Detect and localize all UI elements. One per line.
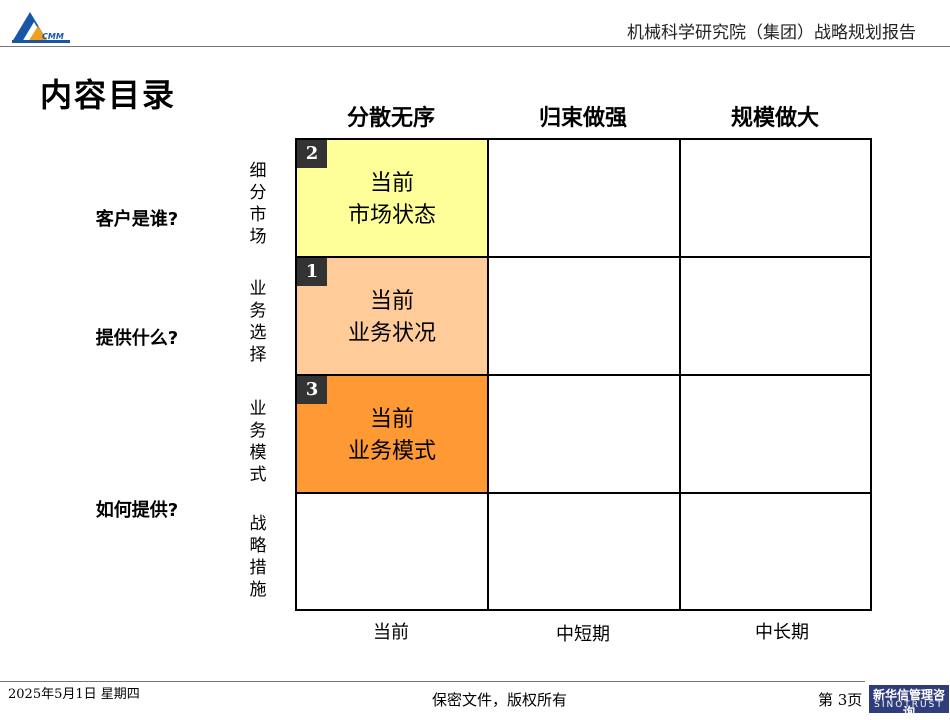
- company-logo: CMM: [12, 12, 70, 43]
- side-label-strategic-measures: 战略措施: [249, 514, 267, 600]
- row-question-how: 如何提供?: [95, 500, 179, 521]
- cell-business-long-term: [680, 257, 871, 375]
- footer-date: 2025年5月1日 星期四: [8, 687, 140, 702]
- side-label-business-model: 业务模式: [249, 399, 267, 485]
- cell-line2: 业务状况: [347, 321, 436, 346]
- brand-latin: SINOTRUST: [874, 700, 944, 710]
- row-question-what: 提供什么?: [95, 328, 179, 349]
- row-question-who: 客户是谁?: [95, 209, 179, 230]
- cell-measures-short-term: [488, 493, 680, 610]
- cell-market-short-term: [488, 139, 680, 257]
- matrix-grid: 2 当前 市场状态 1 当前 业务状况 3 当前 业务模式: [295, 138, 872, 611]
- side-label-business-selection: 业务选择: [249, 279, 267, 365]
- header-divider: [0, 46, 950, 47]
- axis-label-current: 当前: [373, 622, 409, 643]
- report-title: 机械科学研究院（集团）战略规划报告: [627, 23, 916, 43]
- sinotrust-logo: 新华信管理咨询 SINOTRUST: [869, 685, 949, 719]
- cell-badge: 3: [297, 376, 327, 404]
- logo-text: CMM: [42, 32, 64, 41]
- page-title: 内容目录: [40, 76, 177, 114]
- cell-measures-current: [296, 493, 488, 610]
- cell-model-long-term: [680, 375, 871, 493]
- cell-badge: 2: [297, 140, 327, 168]
- cell-line2: 市场状态: [347, 203, 436, 228]
- column-header-3: 规模做大: [730, 106, 819, 131]
- side-label-segment-market: 细分市场: [249, 161, 267, 247]
- column-header-1: 分散无序: [346, 106, 435, 131]
- cell-market-current[interactable]: 2 当前 市场状态: [296, 139, 488, 257]
- cell-business-current[interactable]: 1 当前 业务状况: [296, 257, 488, 375]
- footer-page-number: 第 3页: [818, 691, 863, 709]
- cell-measures-long-term: [680, 493, 871, 610]
- cell-badge: 1: [297, 258, 327, 286]
- cell-business-short-term: [488, 257, 680, 375]
- cell-market-long-term: [680, 139, 871, 257]
- footer-divider: [0, 681, 865, 682]
- axis-label-long-term: 中长期: [755, 622, 809, 643]
- cell-line1: 当前: [369, 171, 414, 196]
- cell-model-current[interactable]: 3 当前 业务模式: [296, 375, 488, 493]
- cell-model-short-term: [488, 375, 680, 493]
- cell-line1: 当前: [369, 407, 414, 432]
- footer-confidential: 保密文件，版权所有: [432, 691, 568, 709]
- column-header-2: 归束做强: [538, 106, 627, 131]
- axis-label-short-term: 中短期: [556, 624, 610, 645]
- cell-line1: 当前: [369, 289, 414, 314]
- cell-line2: 业务模式: [347, 439, 436, 464]
